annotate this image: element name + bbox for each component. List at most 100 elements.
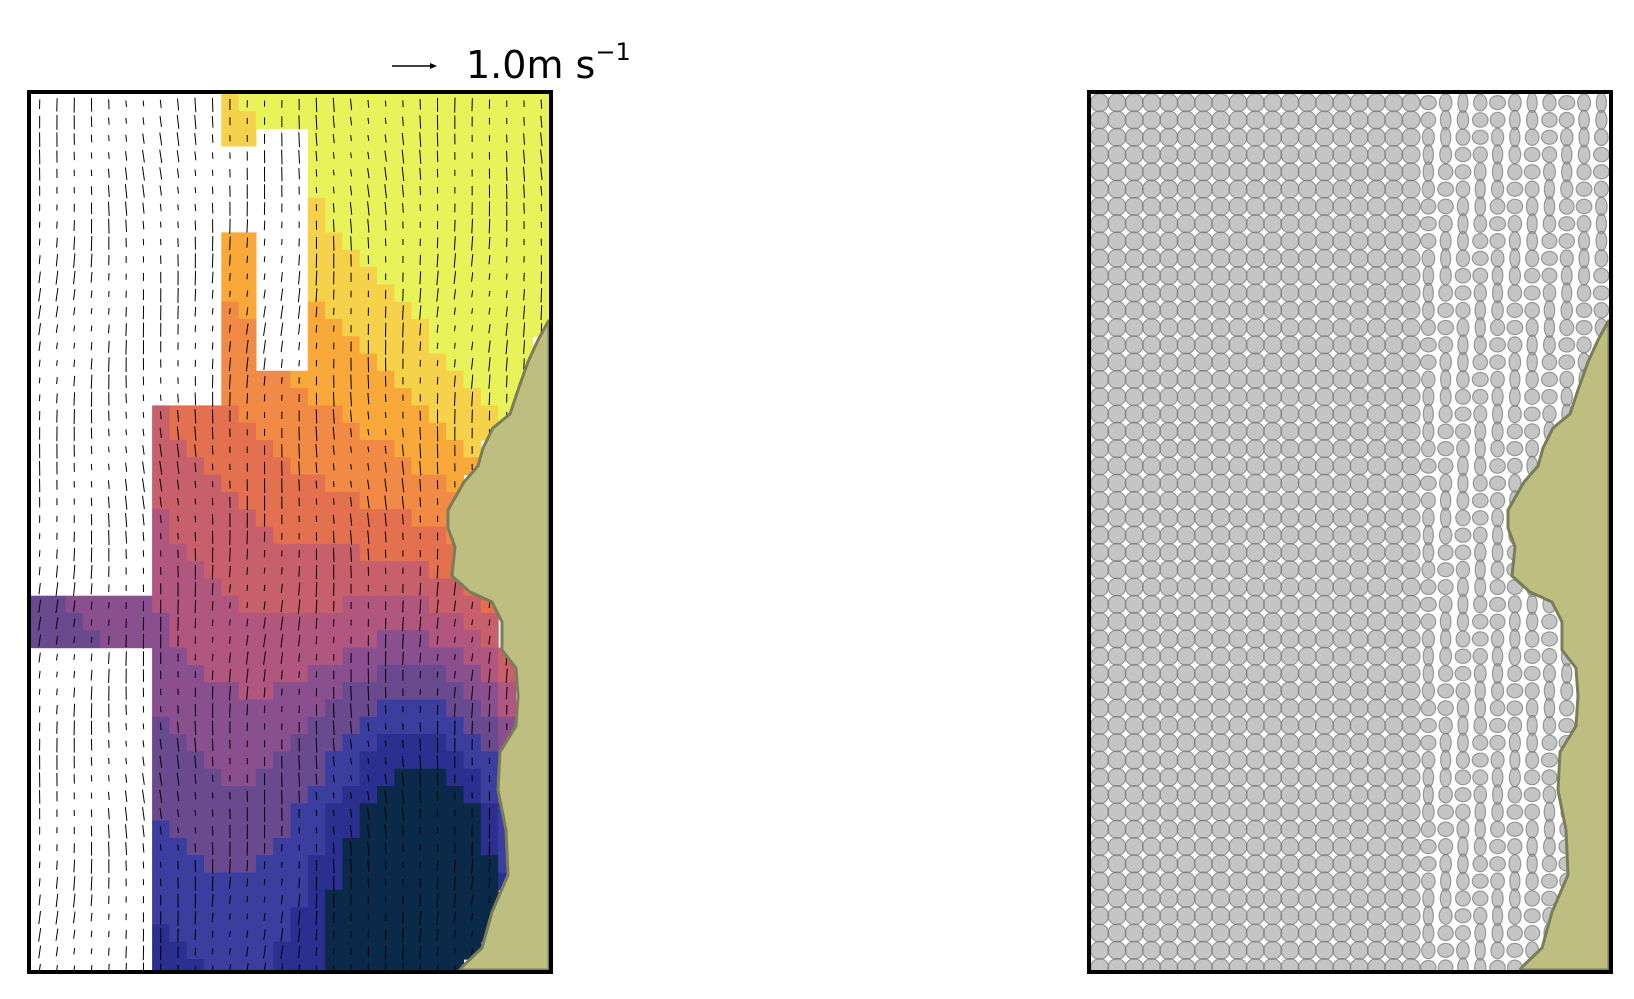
- uncertainty-ellipse: [1366, 94, 1387, 113]
- uncertainty-ellipse: [1490, 179, 1505, 199]
- uncertainty-ellipse: [1176, 473, 1196, 493]
- uncertainty-ellipse: [1420, 613, 1437, 630]
- velocity-vector: [453, 359, 456, 368]
- uncertainty-ellipse: [1159, 179, 1179, 199]
- uncertainty-ellipse: [1141, 767, 1162, 787]
- velocity-vector: [90, 948, 93, 955]
- uncertainty-ellipse: [1401, 785, 1421, 805]
- velocity-vector: [384, 723, 387, 730]
- velocity-vector: [246, 237, 249, 248]
- uncertainty-ellipse: [1091, 906, 1110, 926]
- uncertainty-ellipse: [1471, 890, 1489, 907]
- uncertainty-ellipse: [1401, 508, 1421, 528]
- uncertainty-ellipse: [1193, 179, 1214, 199]
- uncertainty-ellipse: [1384, 231, 1404, 251]
- uncertainty-ellipse: [1124, 681, 1144, 701]
- uncertainty-ellipse: [1401, 646, 1421, 666]
- uncertainty-ellipse: [1297, 542, 1317, 563]
- uncertainty-ellipse: [1159, 750, 1179, 770]
- uncertainty-ellipse: [1228, 629, 1248, 649]
- uncertainty-ellipse: [1245, 110, 1265, 130]
- velocity-vector: [194, 618, 197, 629]
- uncertainty-ellipse: [1193, 248, 1214, 268]
- uncertainty-ellipse: [1594, 196, 1608, 217]
- velocity-vector: [402, 322, 404, 338]
- uncertainty-ellipse: [1193, 646, 1214, 666]
- velocity-vector: [212, 965, 214, 970]
- velocity-vector: [453, 307, 456, 315]
- uncertainty-ellipse: [1107, 127, 1127, 147]
- uncertainty-ellipse: [1366, 715, 1387, 736]
- uncertainty-ellipse: [1211, 404, 1231, 424]
- uncertainty-ellipse: [1124, 715, 1144, 736]
- velocity-vector: [229, 964, 231, 970]
- uncertainty-ellipse: [1314, 906, 1335, 926]
- velocity-vector: [401, 166, 405, 181]
- uncertainty-ellipse: [1507, 336, 1523, 354]
- uncertainty-ellipse: [1297, 646, 1317, 666]
- uncertainty-ellipse: [1263, 317, 1283, 338]
- uncertainty-ellipse: [1176, 404, 1196, 424]
- uncertainty-ellipse: [1491, 922, 1504, 944]
- uncertainty-ellipse: [1384, 577, 1404, 597]
- uncertainty-ellipse: [1280, 715, 1300, 736]
- uncertainty-ellipse: [1332, 733, 1352, 753]
- uncertainty-ellipse: [1332, 906, 1352, 926]
- uncertainty-ellipse: [1471, 613, 1489, 630]
- uncertainty-ellipse: [1525, 196, 1539, 217]
- uncertainty-ellipse: [1438, 716, 1453, 735]
- uncertainty-ellipse: [1297, 612, 1317, 632]
- uncertainty-ellipse: [1401, 335, 1421, 355]
- velocity-vector: [436, 288, 439, 302]
- velocity-vector: [280, 633, 284, 648]
- velocity-vector: [471, 619, 474, 626]
- velocity-vector: [488, 374, 491, 389]
- uncertainty-ellipse: [1107, 404, 1127, 424]
- uncertainty-ellipse: [1263, 266, 1283, 286]
- uncertainty-ellipse: [1297, 439, 1317, 459]
- velocity-cell: [532, 249, 549, 268]
- uncertainty-ellipse: [1542, 785, 1557, 804]
- uncertainty-ellipse: [1366, 127, 1387, 147]
- velocity-vector: [419, 616, 422, 632]
- uncertainty-ellipse: [1491, 282, 1504, 304]
- velocity-vector: [90, 619, 93, 626]
- velocity-vector: [350, 236, 352, 251]
- velocity-vector: [229, 619, 231, 626]
- uncertainty-ellipse: [1141, 214, 1162, 234]
- velocity-vector: [297, 305, 301, 319]
- velocity-vector: [401, 461, 405, 475]
- velocity-vector: [38, 894, 41, 906]
- uncertainty-ellipse: [1193, 750, 1214, 770]
- uncertainty-ellipse: [1384, 162, 1404, 182]
- velocity-vector: [350, 685, 352, 701]
- velocity-vector: [488, 357, 491, 372]
- uncertainty-ellipse: [1524, 890, 1541, 907]
- velocity-cell: [428, 959, 447, 970]
- velocity-vector: [384, 150, 387, 162]
- uncertainty-ellipse: [1280, 404, 1300, 424]
- uncertainty-ellipse: [1384, 733, 1404, 753]
- uncertainty-ellipse: [1228, 940, 1248, 960]
- uncertainty-ellipse: [1439, 507, 1452, 529]
- uncertainty-ellipse: [1228, 802, 1248, 822]
- uncertainty-ellipse: [1349, 196, 1369, 217]
- uncertainty-ellipse: [1124, 473, 1144, 493]
- uncertainty-ellipse: [1228, 248, 1248, 268]
- velocity-vector: [488, 703, 491, 717]
- uncertainty-ellipse: [1314, 300, 1335, 320]
- uncertainty-ellipse: [1211, 923, 1231, 943]
- uncertainty-ellipse: [1577, 265, 1591, 286]
- velocity-vector: [384, 411, 387, 418]
- uncertainty-ellipse: [1124, 387, 1144, 407]
- uncertainty-ellipse: [1176, 369, 1196, 390]
- uncertainty-ellipse: [1193, 871, 1214, 891]
- uncertainty-ellipse: [1124, 767, 1144, 787]
- uncertainty-ellipse: [1332, 387, 1352, 407]
- velocity-vector: [73, 636, 76, 643]
- uncertainty-ellipse: [1280, 906, 1300, 926]
- uncertainty-ellipse: [1193, 663, 1214, 684]
- uncertainty-ellipse: [1454, 769, 1472, 786]
- uncertainty-ellipse: [1228, 162, 1248, 182]
